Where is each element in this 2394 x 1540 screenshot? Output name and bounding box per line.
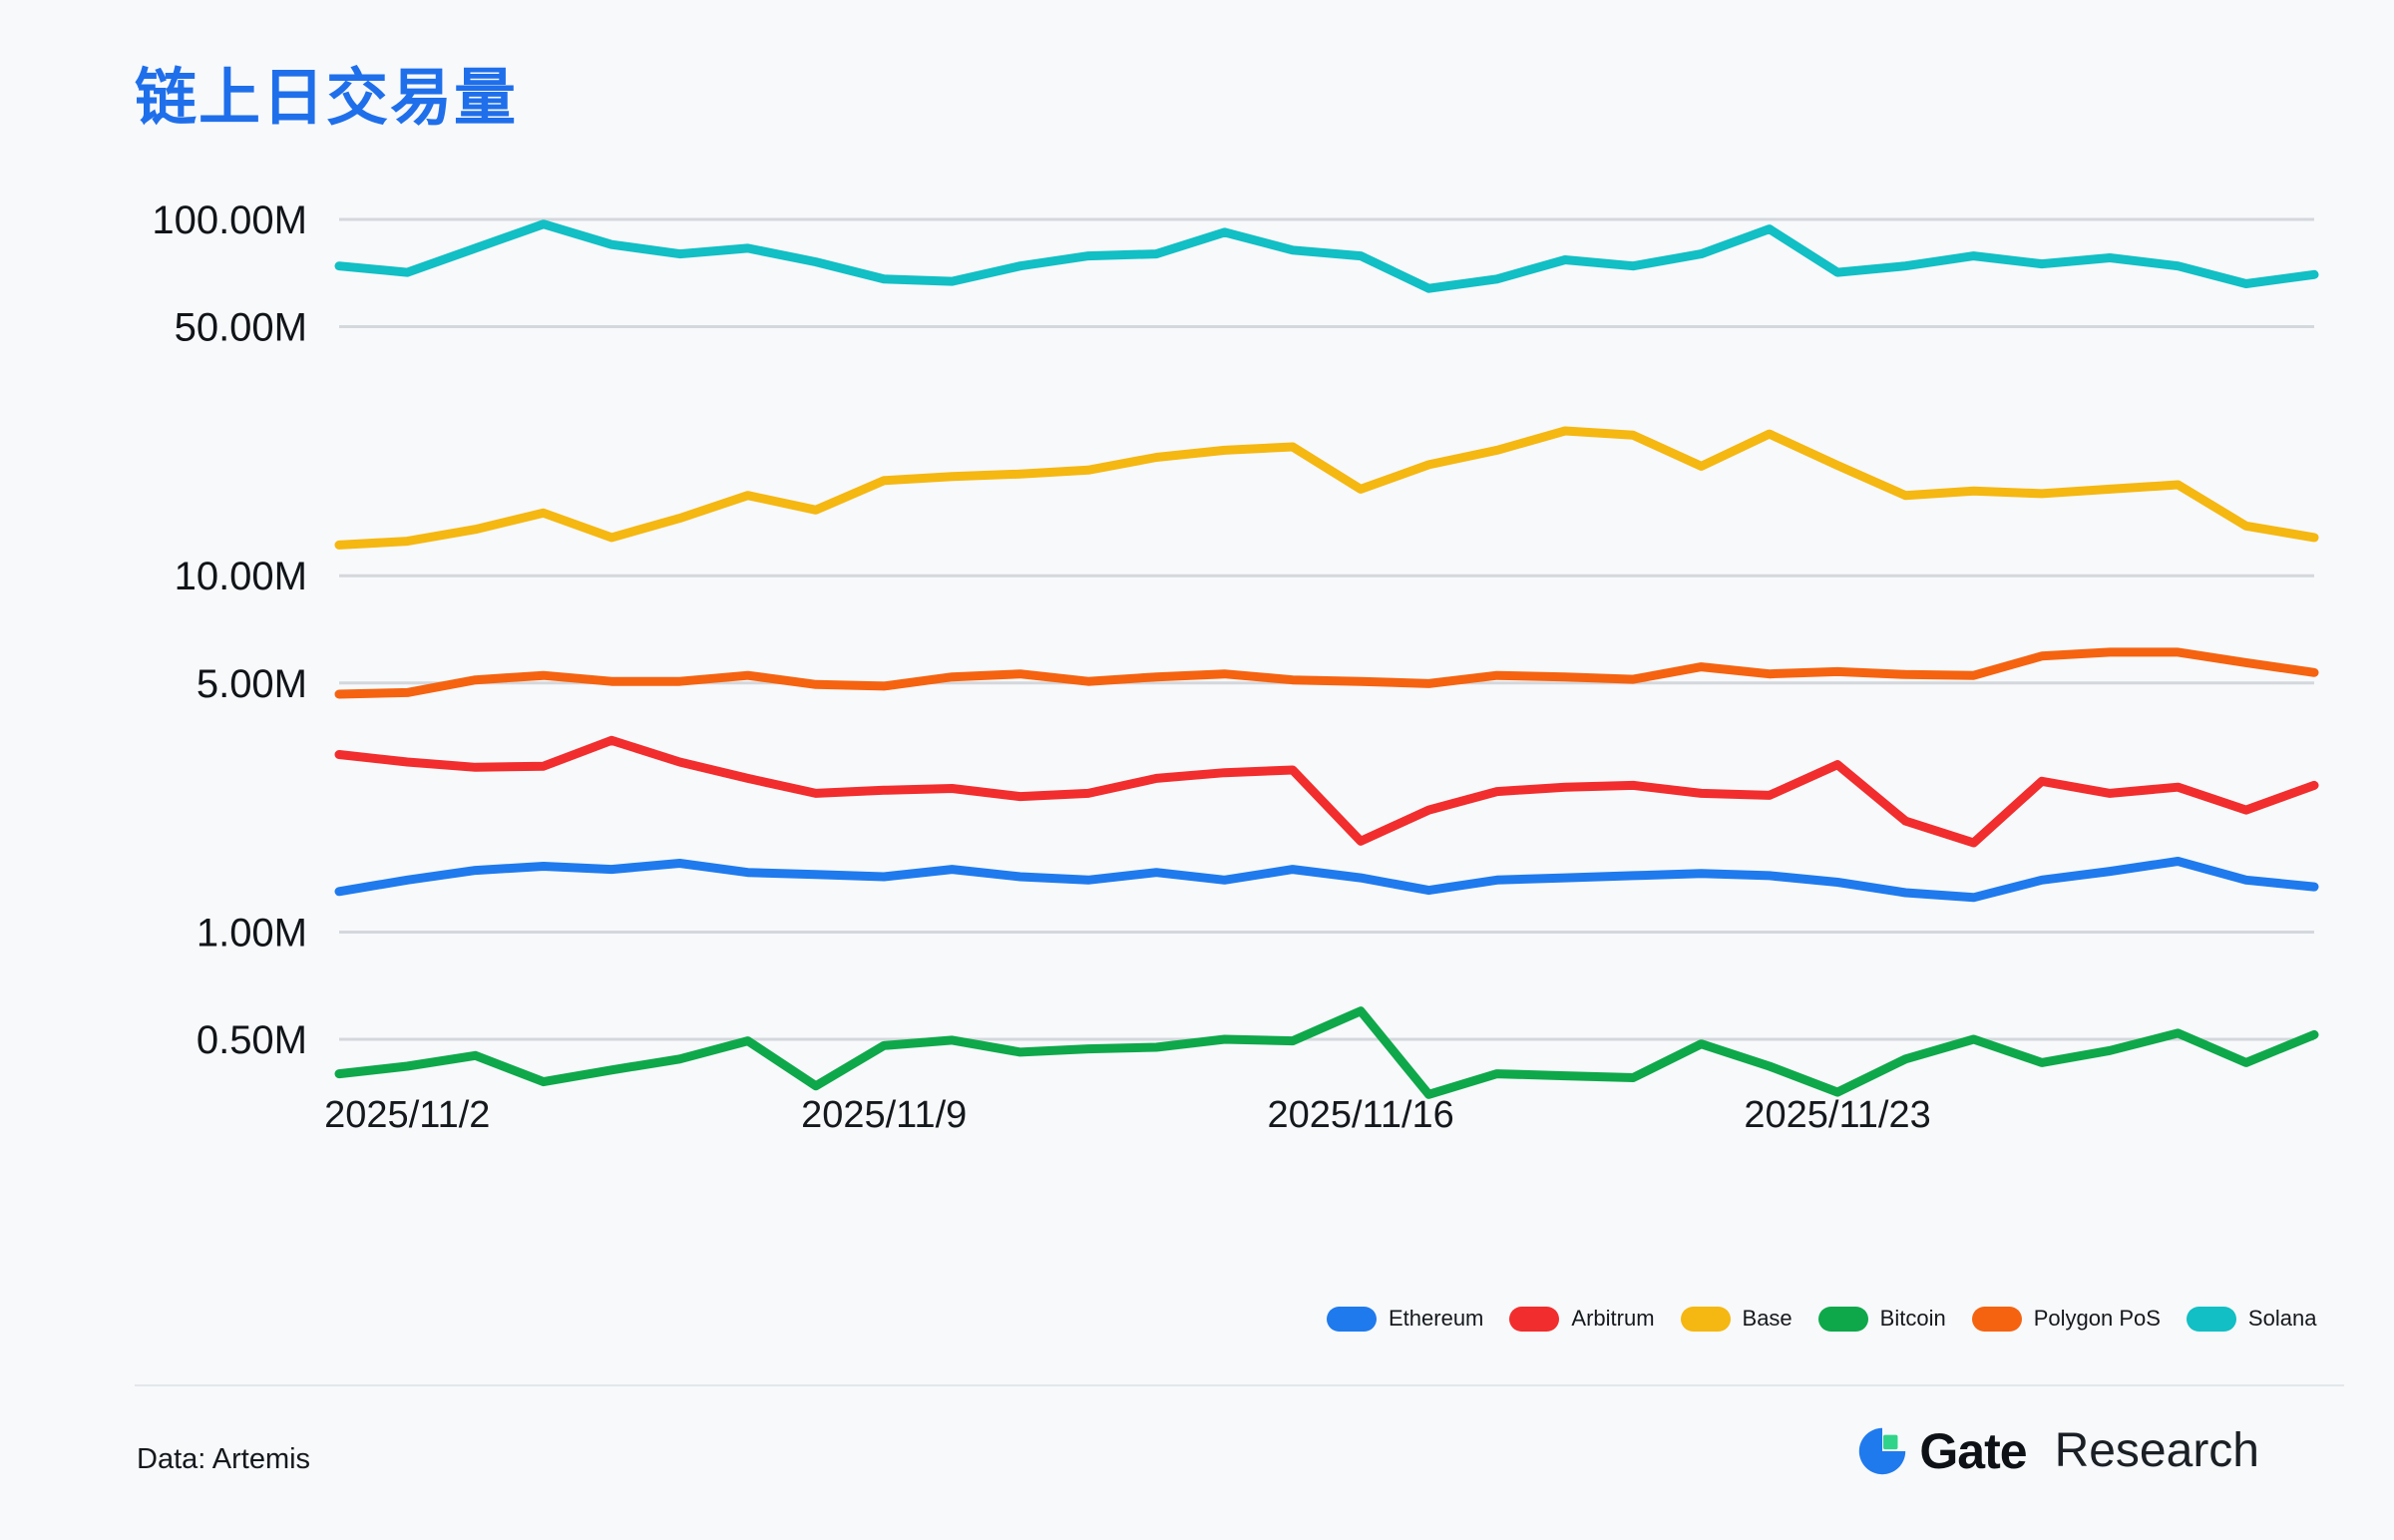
series-line-bitcoin bbox=[334, 1006, 2319, 1099]
legend-label: Polygon PoS bbox=[2033, 1306, 2161, 1331]
series-line-base bbox=[334, 426, 2319, 550]
x-axis-tick-label: 2025/11/9 bbox=[801, 1094, 967, 1136]
gridlines bbox=[339, 217, 2314, 1041]
legend-item-polygon-pos[interactable]: Polygon PoS bbox=[1971, 1306, 2161, 1332]
line-chart-svg: 100.00M 50.00M 10.00M 5.00M 1.00M 0.50M 2025/… bbox=[152, 199, 2319, 1136]
x-axis-tick-labels: 2025/11/2 2025/11/9 2025/11/16 2025/11/23 bbox=[324, 1094, 1931, 1136]
x-axis-tick-label: 2025/11/23 bbox=[1744, 1094, 1930, 1136]
legend-label: Arbitrum bbox=[1571, 1306, 1655, 1331]
y-axis-tick-label: 1.00M bbox=[197, 911, 307, 955]
series-line-ethereum bbox=[334, 857, 2319, 903]
y-axis-tick-label: 100.00M bbox=[152, 199, 307, 242]
y-axis-tick-label: 10.00M bbox=[175, 555, 307, 598]
chart-card: 链上日交易量 100.00M 50.00M 10.00M 5.00M 1.00M 0.50… bbox=[40, 0, 2354, 1540]
chart-plot-area: 100.00M 50.00M 10.00M 5.00M 1.00M 0.50M 2025/… bbox=[40, 199, 2394, 1297]
y-axis-tick-label: 0.50M bbox=[197, 1018, 307, 1062]
legend-swatch-icon bbox=[1327, 1306, 1377, 1332]
brand-logo: Gate Research bbox=[1853, 1421, 2259, 1481]
legend-item-arbitrum[interactable]: Arbitrum bbox=[1509, 1306, 1655, 1332]
legend-label: Base bbox=[1742, 1306, 1793, 1331]
legend-item-ethereum[interactable]: Ethereum bbox=[1327, 1306, 1483, 1332]
page-title: 链上日交易量 bbox=[135, 64, 519, 133]
y-axis-tick-label: 50.00M bbox=[175, 306, 307, 350]
chart-legend: Ethereum Arbitrum Base Bitcoin Polygon PoS So… bbox=[1327, 1297, 2344, 1341]
legend-item-bitcoin[interactable]: Bitcoin bbox=[1817, 1306, 1946, 1332]
legend-item-solana[interactable]: Solana bbox=[2186, 1306, 2317, 1332]
footer-divider bbox=[135, 1384, 2344, 1386]
series-line-polygon-pos bbox=[334, 647, 2319, 699]
legend-label: Bitcoin bbox=[1879, 1306, 1946, 1331]
legend-label: Ethereum bbox=[1389, 1306, 1484, 1331]
data-series bbox=[334, 219, 2319, 1099]
series-line-arbitrum bbox=[334, 735, 2319, 848]
y-axis-tick-labels: 100.00M 50.00M 10.00M 5.00M 1.00M 0.50M bbox=[152, 199, 307, 1062]
y-axis-tick-label: 5.00M bbox=[197, 662, 307, 706]
brand-name-secondary: Research bbox=[2054, 1424, 2259, 1477]
x-axis-tick-label: 2025/11/16 bbox=[1267, 1094, 1453, 1136]
series-line-solana bbox=[334, 219, 2319, 293]
brand-name-primary: Gate bbox=[1919, 1423, 2027, 1479]
legend-swatch-icon bbox=[2186, 1306, 2236, 1332]
legend-label: Solana bbox=[2247, 1306, 2317, 1331]
legend-item-base[interactable]: Base bbox=[1680, 1306, 1793, 1332]
legend-swatch-icon bbox=[1680, 1306, 1731, 1332]
x-axis-tick-label: 2025/11/2 bbox=[324, 1094, 490, 1136]
data-source-label: Data: Artemis bbox=[137, 1443, 311, 1475]
legend-swatch-icon bbox=[1509, 1306, 1560, 1332]
legend-swatch-icon bbox=[1971, 1306, 2022, 1332]
gate-logo-icon bbox=[1859, 1427, 1906, 1475]
legend-swatch-icon bbox=[1817, 1306, 1868, 1332]
